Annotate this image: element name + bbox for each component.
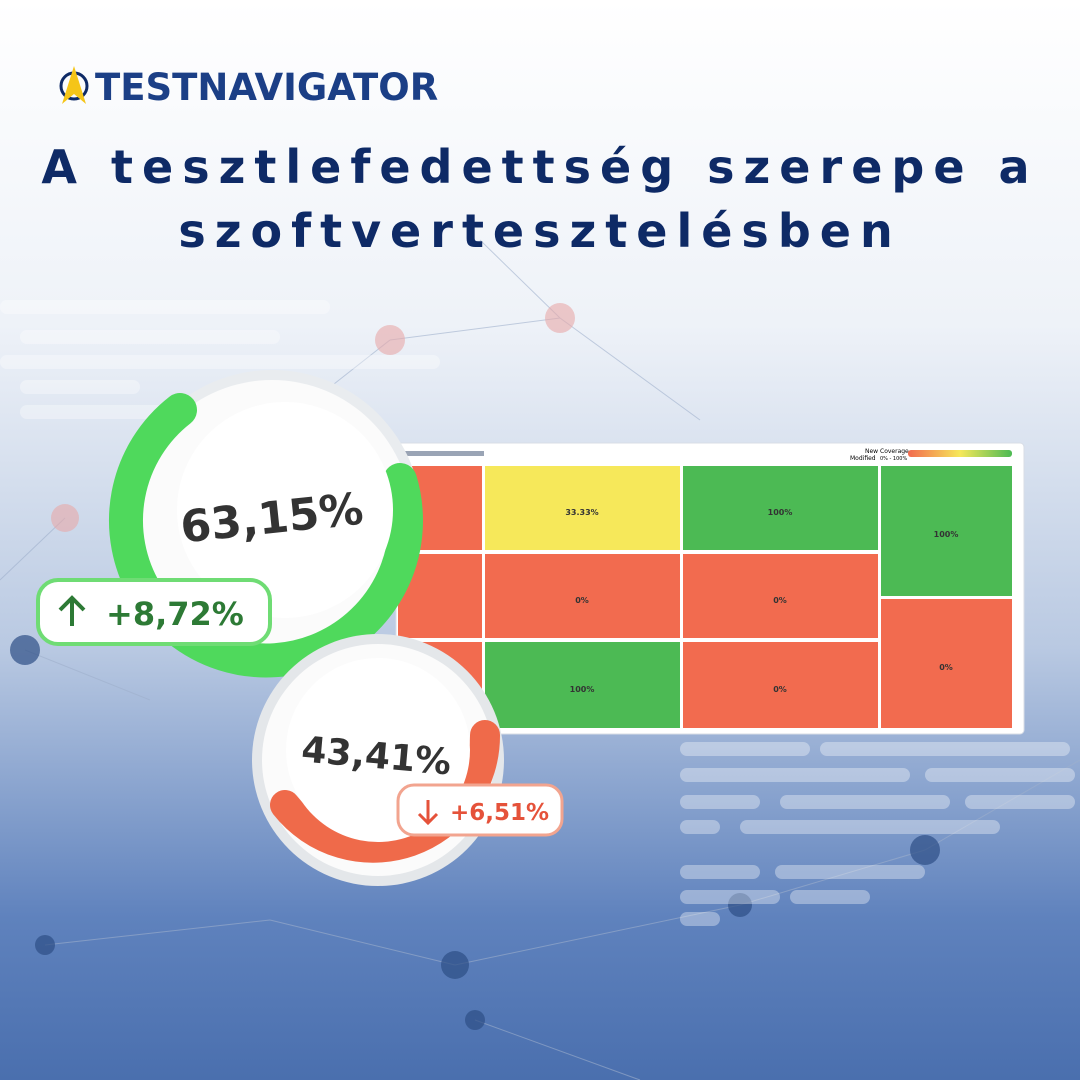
cell [881, 599, 1012, 728]
cell [485, 642, 680, 728]
title-line: szoftvertesztelésben [178, 204, 901, 258]
cell [683, 554, 878, 638]
cell [485, 466, 680, 550]
cell-label: 0% [773, 596, 787, 605]
cell [683, 642, 878, 728]
cell-label: 0% [939, 663, 953, 672]
title-line: A tesztlefedettség szerepe a [41, 140, 1038, 194]
treemap: New Modified Coverage 0% - 100% 33.33% 0… [395, 442, 1025, 735]
gauge-change: +8,72% [106, 595, 244, 633]
network-nodes [51, 303, 575, 532]
cell-label: 100% [768, 508, 793, 517]
blurred-lines [0, 300, 1075, 926]
legend-new: New [865, 448, 878, 455]
cell [881, 466, 1012, 596]
cell [485, 554, 680, 638]
cell [683, 466, 878, 550]
network [0, 239, 1080, 1080]
gauge-change: +6,51% [450, 800, 549, 826]
coverage-scale [908, 450, 1012, 457]
cell-label: 100% [570, 685, 595, 694]
gauge: 43,41% +6,51% [252, 634, 564, 886]
breadcrumb [404, 451, 484, 456]
legend-coverage: Coverage [880, 448, 909, 455]
network-nodes-dark [10, 635, 940, 1030]
logo: TESTNAVIGATOR [59, 66, 438, 109]
cell-label: 0% [575, 596, 589, 605]
gauge: 63,15% +8,72% [36, 370, 423, 678]
legend-range: 0% - 100% [880, 456, 907, 462]
brand: TESTNAVIGATOR [95, 66, 438, 109]
legend-modified: Modified [850, 455, 876, 462]
cell-label: 33.33% [565, 508, 598, 517]
cell-label: 0% [773, 685, 787, 694]
cell-label: 100% [934, 530, 959, 539]
